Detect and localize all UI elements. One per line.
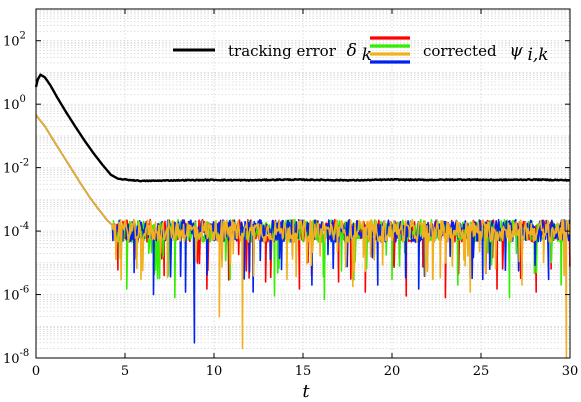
legend-swatches-corrected xyxy=(370,36,410,64)
x-tick-label: 5 xyxy=(121,364,129,379)
x-tick-label: 15 xyxy=(295,364,312,379)
tracking-error-line xyxy=(34,73,571,183)
x-tick-label: 30 xyxy=(562,364,579,379)
y-tick-label: 100 xyxy=(3,94,26,113)
y-tick-label: 10-6 xyxy=(3,285,29,304)
x-axis-label: t xyxy=(302,381,310,402)
legend-label-tracking: tracking error δ k xyxy=(228,41,372,65)
tracking-series-group xyxy=(34,73,571,183)
x-tick-label: 20 xyxy=(384,364,401,379)
y-tick-label: 10-2 xyxy=(3,158,29,177)
plot-frame xyxy=(35,8,571,359)
y-tick-labels: 10-8 10-6 10-4 10-2 100 102 xyxy=(3,31,29,367)
y-tick-label: 102 xyxy=(3,31,26,50)
grid-lines xyxy=(35,9,571,359)
axis-ticks xyxy=(35,9,571,359)
legend: tracking error δ k corrected ψ i,k xyxy=(173,36,549,65)
corrected-series-line xyxy=(35,114,571,359)
y-tick-label: 10-4 xyxy=(3,221,29,240)
corrected-series-group xyxy=(35,114,571,359)
legend-label-corrected: corrected ψ i,k xyxy=(423,41,549,65)
x-tick-labels: 0 5 10 15 20 25 30 xyxy=(32,364,578,379)
x-tick-label: 25 xyxy=(473,364,490,379)
x-tick-label: 10 xyxy=(206,364,223,379)
y-tick-label: 10-8 xyxy=(3,348,29,367)
x-tick-label: 0 xyxy=(32,364,40,379)
